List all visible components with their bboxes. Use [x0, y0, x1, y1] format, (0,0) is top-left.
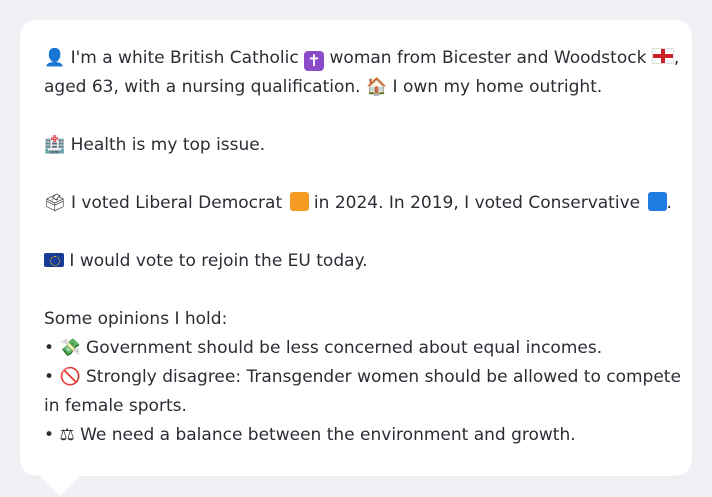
person-icon: 👤	[44, 48, 66, 68]
cross-icon: ✝	[304, 51, 325, 71]
england-flag-icon	[651, 48, 674, 64]
eu-flag-icon	[44, 253, 64, 267]
persona-card: 👤 I'm a white British Catholic ✝ woman f…	[20, 20, 692, 476]
vote-line: 🗳 I voted Liberal Democrat in 2024. In 2…	[44, 192, 672, 213]
conservative-blue-square-icon	[647, 192, 667, 211]
ballot-box-icon: 🗳	[44, 193, 66, 213]
eu-line: I would vote to rejoin the EU today.	[44, 247, 674, 276]
scales-icon: ⚖	[59, 425, 75, 445]
identity-line-1: 👤 I'm a white British Catholic ✝ woman f…	[44, 48, 680, 71]
identity-line-2: aged 63, with a nursing qualification. 🏠…	[44, 77, 603, 97]
persona-text: 👤 I'm a white British Catholic ✝ woman f…	[44, 44, 681, 450]
house-icon: 🏠	[365, 77, 388, 97]
libdem-orange-square-icon	[289, 192, 309, 211]
health-line: 🏥 Health is my top issue.	[44, 135, 266, 155]
opinion-item-2: • 🚫 Strongly disagree: Transgender women…	[44, 367, 681, 387]
prohibited-icon: 🚫	[59, 367, 81, 387]
speech-bubble-tail	[40, 476, 80, 496]
opinions-header: Some opinions I hold:	[44, 309, 228, 329]
opinion-item-1: • 💸 Government should be less concerned …	[44, 338, 603, 358]
hospital-icon: 🏥	[44, 135, 66, 155]
money-icon: 💸	[59, 338, 81, 358]
opinion-item-3: • ⚖ We need a balance between the enviro…	[44, 425, 576, 445]
opinion-item-2-cont: in female sports.	[44, 396, 187, 416]
